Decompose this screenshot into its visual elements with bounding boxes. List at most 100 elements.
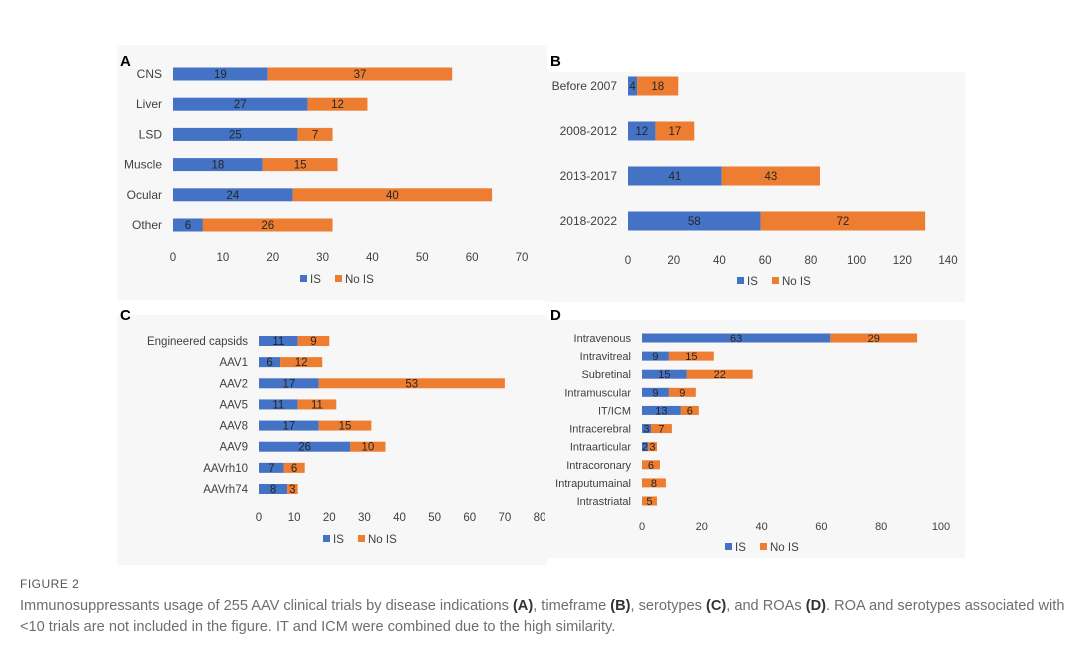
bar-is — [173, 97, 308, 111]
data-label: 15 — [658, 369, 670, 381]
data-label: 7 — [658, 424, 664, 436]
data-label: 13 — [655, 405, 667, 417]
x-tick-label: 30 — [358, 512, 371, 524]
data-label: 2 — [642, 442, 648, 454]
data-label: 6 — [185, 220, 191, 232]
x-tick-label: 120 — [893, 255, 912, 267]
data-label: 9 — [679, 387, 685, 399]
caption-segment: (D) — [805, 598, 826, 614]
category-label: Intravenous — [574, 333, 632, 345]
category-label: Intramuscular — [564, 387, 631, 399]
data-label: 15 — [685, 351, 697, 363]
bar-no-is — [760, 211, 926, 231]
data-label: 6 — [291, 463, 297, 475]
panel-background — [117, 45, 547, 300]
data-label: 27 — [234, 99, 247, 111]
data-label: 24 — [226, 190, 239, 202]
data-label: 18 — [651, 81, 664, 93]
x-tick-label: 0 — [170, 252, 176, 264]
bar-is — [259, 420, 319, 431]
x-tick-label: 40 — [393, 512, 406, 524]
bar-is — [642, 387, 669, 397]
category-label: Intravitreal — [580, 351, 631, 363]
category-label: Intracoronary — [566, 460, 631, 472]
data-label: 6 — [266, 357, 272, 369]
caption-segment: , serotypes — [630, 598, 706, 614]
category-label: AAVrh74 — [203, 484, 248, 496]
x-tick-label: 140 — [938, 255, 957, 267]
bar-no-is — [668, 351, 714, 361]
data-label: 11 — [272, 399, 284, 411]
x-tick-label: 60 — [466, 252, 479, 264]
bar-is — [642, 333, 831, 343]
bar-no-is — [307, 97, 368, 111]
bar-is — [642, 369, 687, 379]
x-tick-label: 80 — [804, 255, 817, 267]
x-tick-label: 60 — [759, 255, 772, 267]
legend: IS No IS — [725, 542, 799, 554]
bar-no-is — [202, 218, 333, 232]
data-label: 19 — [214, 69, 227, 81]
data-label: 12 — [331, 99, 344, 111]
panel-title: A — [120, 53, 131, 70]
legend-label: No IS — [770, 542, 799, 554]
bar-no-is — [283, 462, 305, 473]
x-tick-label: 60 — [463, 512, 476, 524]
bar-no-is — [318, 378, 505, 389]
bar-is — [259, 357, 281, 368]
figure-label: FIGURE 2 — [20, 577, 80, 591]
chart-panel-b: B Before 2007 4 18 2008-2012 12 17 2013-2017 41 4… — [545, 53, 965, 302]
bar-is — [173, 158, 263, 172]
category-label: Intracerebral — [569, 424, 631, 436]
data-label: 11 — [272, 336, 284, 348]
x-tick-label: 20 — [266, 252, 279, 264]
bar-no-is — [350, 441, 386, 452]
bar-no-is — [297, 399, 337, 410]
data-label: 43 — [764, 171, 777, 183]
category-label: Engineered capsids — [147, 336, 248, 348]
data-label: 7 — [312, 129, 318, 141]
data-label: 17 — [282, 378, 295, 390]
category-label: Before 2007 — [552, 79, 618, 93]
data-label: 10 — [361, 442, 374, 454]
legend-label: IS — [310, 274, 321, 286]
bar-is — [642, 424, 651, 434]
data-label: 15 — [294, 160, 307, 172]
panel-title: C — [120, 307, 131, 324]
category-label: Intraarticular — [570, 442, 631, 454]
x-tick-label: 40 — [713, 255, 726, 267]
category-label: Muscle — [124, 158, 162, 172]
data-label: 17 — [282, 421, 295, 433]
category-label: AAV8 — [219, 421, 248, 433]
panel-background — [545, 320, 965, 558]
data-label: 41 — [668, 171, 681, 183]
data-label: 29 — [868, 333, 880, 345]
caption-segment: Immunosuppressants usage of 255 AAV clin… — [20, 598, 513, 614]
data-label: 8 — [270, 484, 276, 496]
data-label: 3 — [643, 424, 649, 436]
category-label: 2018-2022 — [560, 214, 618, 228]
x-tick-label: 0 — [625, 255, 631, 267]
chart-panel-c: C Engineered capsids 11 9 AAV1 6 12 AAV2 17 53 AAV… — [117, 307, 547, 565]
data-label: 18 — [211, 160, 224, 172]
category-label: Subretinal — [581, 369, 631, 381]
bar-is — [173, 67, 268, 81]
data-label: 25 — [229, 129, 242, 141]
legend-swatch — [772, 277, 779, 284]
x-tick-label: 100 — [932, 521, 950, 533]
data-label: 63 — [730, 333, 742, 345]
x-tick-label: 100 — [847, 255, 866, 267]
data-label: 26 — [298, 442, 311, 454]
bar-no-is — [637, 76, 679, 96]
x-tick-label: 10 — [216, 252, 229, 264]
panel-background — [545, 72, 965, 302]
bar-is — [259, 336, 298, 346]
data-label: 6 — [648, 460, 654, 472]
legend-label: IS — [333, 534, 344, 546]
bar-is — [642, 405, 681, 415]
x-tick-label: 0 — [639, 521, 645, 533]
data-label: 53 — [405, 378, 418, 390]
legend-swatch — [358, 535, 365, 542]
